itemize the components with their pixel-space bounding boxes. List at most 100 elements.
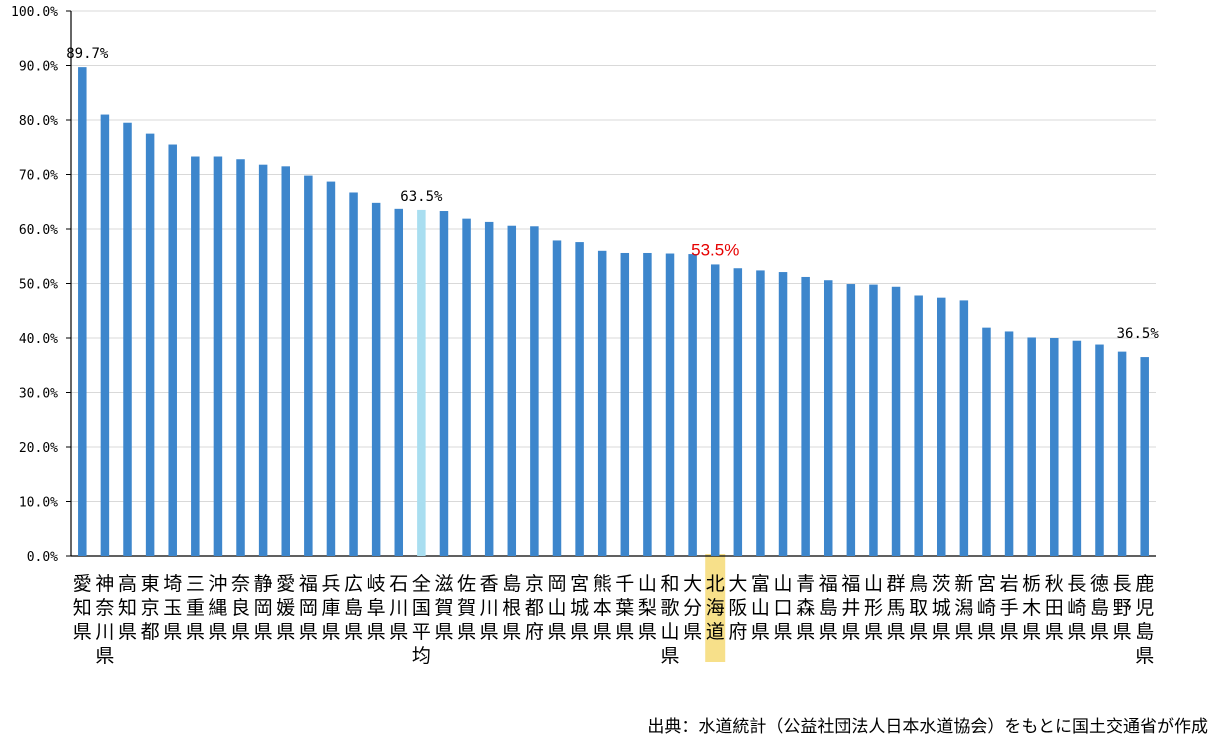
- bar: [959, 300, 969, 556]
- bar: [914, 295, 923, 556]
- bar: [78, 67, 87, 556]
- x-tick-label: 愛媛県: [276, 573, 295, 643]
- bar: [891, 286, 901, 556]
- bar: [258, 164, 268, 556]
- x-tick-label: 北海道: [706, 573, 725, 643]
- bar: [394, 208, 404, 556]
- x-tick-label: 神奈川県: [95, 573, 114, 667]
- bar: [213, 156, 223, 556]
- bar: [597, 250, 607, 557]
- x-tick-label: 香川県: [480, 573, 499, 643]
- bar: [1004, 331, 1014, 556]
- bar: [575, 242, 584, 556]
- bar: [349, 192, 358, 557]
- bar: [688, 254, 697, 556]
- x-tick-label: 青森県: [796, 573, 815, 643]
- x-tick-label: 福島県: [819, 573, 838, 643]
- x-tick-label: 広島県: [344, 573, 363, 643]
- bar: [846, 284, 856, 556]
- y-tick-label: 30.0%: [19, 387, 58, 402]
- bar: [1050, 338, 1059, 556]
- bar: [1140, 357, 1149, 556]
- bar: [756, 270, 765, 556]
- x-tick-label: 滋賀県: [434, 573, 453, 643]
- bar: [530, 226, 539, 556]
- x-tick-label: 長崎県: [1067, 573, 1086, 643]
- bar: [552, 240, 562, 556]
- y-tick-label: 100.0%: [11, 5, 58, 20]
- bar: [710, 264, 720, 556]
- bar: [643, 252, 652, 557]
- x-tick-label: 高知県: [118, 573, 137, 643]
- x-tick-label: 山形県: [864, 573, 883, 643]
- bar: [123, 122, 132, 556]
- x-tick-label: 栃木県: [1022, 573, 1041, 643]
- x-tick-label: 大分県: [683, 573, 702, 643]
- x-tick-label: 全国平均: [412, 573, 431, 667]
- bar: [801, 276, 810, 556]
- x-tick-label: 福岡県: [299, 573, 318, 643]
- bar: [304, 175, 313, 556]
- bar: [620, 252, 630, 557]
- x-tick-label: 富山県: [751, 573, 770, 643]
- bar: [733, 268, 743, 556]
- highlight-band: [705, 554, 726, 662]
- bar: [869, 284, 878, 556]
- x-tick-label: 静岡県: [254, 573, 273, 643]
- x-tick-label: 島根県: [502, 573, 521, 643]
- x-tick-label: 京都府: [525, 573, 544, 643]
- bar: [1027, 337, 1036, 556]
- bar: [439, 211, 449, 556]
- data-label-bg: [389, 180, 454, 205]
- x-tick-label: 兵庫県: [321, 573, 340, 643]
- y-tick-label: 80.0%: [19, 114, 58, 129]
- x-tick-label: 三重県: [186, 573, 205, 643]
- x-tick-label: 福井県: [841, 573, 860, 643]
- y-tick-label: 50.0%: [19, 278, 58, 293]
- bar: [236, 159, 245, 557]
- bar: [191, 156, 200, 556]
- bar: [145, 133, 155, 556]
- y-tick-label: 10.0%: [19, 496, 58, 511]
- x-tick-label: 東京都: [141, 573, 160, 643]
- bar: [1117, 351, 1127, 556]
- bar: [823, 280, 833, 556]
- y-tick-label: 40.0%: [19, 332, 58, 347]
- y-tick-label: 0.0%: [27, 550, 58, 565]
- x-tick-label: 宮崎県: [977, 573, 996, 643]
- x-tick-label: 新潟県: [954, 573, 973, 643]
- data-label: 53.5%: [691, 240, 739, 259]
- x-tick-label: 山梨県: [638, 573, 657, 643]
- x-tick-label: 群馬県: [887, 573, 906, 643]
- data-label: 36.5%: [1117, 326, 1160, 342]
- x-tick-label: 石川県: [389, 573, 408, 643]
- bar: [1072, 340, 1082, 556]
- bar: [1095, 344, 1104, 556]
- data-label: 89.7%: [66, 46, 109, 62]
- bar: [281, 166, 290, 556]
- x-tick-label: 鹿児島県: [1135, 573, 1154, 667]
- source-note: 出典：水道統計（公益社団法人日本水道協会）をもとに国土交通省が作成: [647, 717, 1208, 737]
- x-tick-label: 岐阜県: [367, 573, 386, 643]
- bar: [168, 144, 177, 556]
- bar: [417, 209, 426, 557]
- x-tick-label: 埼玉県: [163, 573, 182, 643]
- x-tick-label: 和歌山県: [661, 573, 680, 667]
- bar: [371, 202, 381, 556]
- y-tick-label: 60.0%: [19, 223, 58, 238]
- x-tick-label: 長野県: [1113, 573, 1132, 643]
- x-tick-label: 沖縄県: [208, 573, 227, 643]
- x-tick-label: 愛知県: [73, 573, 92, 643]
- x-tick-label: 熊本県: [593, 573, 612, 643]
- y-tick-label: 90.0%: [19, 60, 58, 75]
- x-tick-label: 茨城県: [932, 573, 951, 643]
- x-tick-label: 佐賀県: [457, 573, 476, 643]
- x-tick-label: 岩手県: [1000, 573, 1019, 643]
- bar: [778, 272, 788, 556]
- y-tick-label: 70.0%: [19, 169, 58, 184]
- x-tick-label: 奈良県: [231, 573, 250, 643]
- data-label: 63.5%: [400, 189, 443, 205]
- x-tick-label: 大阪府: [728, 573, 747, 643]
- bar: [326, 181, 336, 556]
- x-tick-label: 鳥取県: [909, 573, 928, 643]
